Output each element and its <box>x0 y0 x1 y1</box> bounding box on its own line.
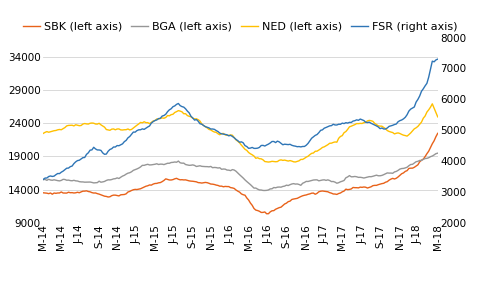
BGA (left axis) <box>40 178 46 181</box>
FSR (right axis) <box>434 58 440 61</box>
BGA (left axis) <box>148 163 154 166</box>
SBK (left axis) <box>251 207 256 210</box>
Line: BGA (left axis): BGA (left axis) <box>43 153 437 190</box>
BGA (left axis) <box>251 186 256 190</box>
FSR (right axis) <box>393 122 398 126</box>
SBK (left axis) <box>434 131 440 135</box>
SBK (left axis) <box>40 191 46 194</box>
NED (left axis) <box>387 130 393 134</box>
NED (left axis) <box>434 115 440 118</box>
Line: FSR (right axis): FSR (right axis) <box>43 59 437 179</box>
FSR (right axis) <box>148 121 154 125</box>
FSR (right axis) <box>156 117 161 120</box>
SBK (left axis) <box>387 177 393 181</box>
SBK (left axis) <box>374 183 380 186</box>
Legend: SBK (left axis), BGA (left axis), NED (left axis), FSR (right axis): SBK (left axis), BGA (left axis), NED (l… <box>19 17 461 36</box>
SBK (left axis) <box>148 184 154 187</box>
NED (left axis) <box>265 160 271 164</box>
NED (left axis) <box>156 117 161 121</box>
NED (left axis) <box>395 131 400 135</box>
Line: SBK (left axis): SBK (left axis) <box>43 133 437 214</box>
FSR (right axis) <box>40 178 46 181</box>
BGA (left axis) <box>395 169 400 172</box>
NED (left axis) <box>40 131 46 135</box>
SBK (left axis) <box>395 175 400 179</box>
NED (left axis) <box>251 154 256 158</box>
FSR (right axis) <box>251 147 256 150</box>
SBK (left axis) <box>156 181 161 185</box>
NED (left axis) <box>148 121 154 124</box>
BGA (left axis) <box>374 174 380 177</box>
BGA (left axis) <box>262 189 267 192</box>
Line: NED (left axis): NED (left axis) <box>43 104 437 162</box>
NED (left axis) <box>429 102 434 105</box>
BGA (left axis) <box>434 151 440 155</box>
BGA (left axis) <box>156 163 161 166</box>
SBK (left axis) <box>263 212 269 216</box>
FSR (right axis) <box>385 125 391 128</box>
BGA (left axis) <box>387 171 393 175</box>
NED (left axis) <box>374 124 380 127</box>
FSR (right axis) <box>373 124 379 128</box>
